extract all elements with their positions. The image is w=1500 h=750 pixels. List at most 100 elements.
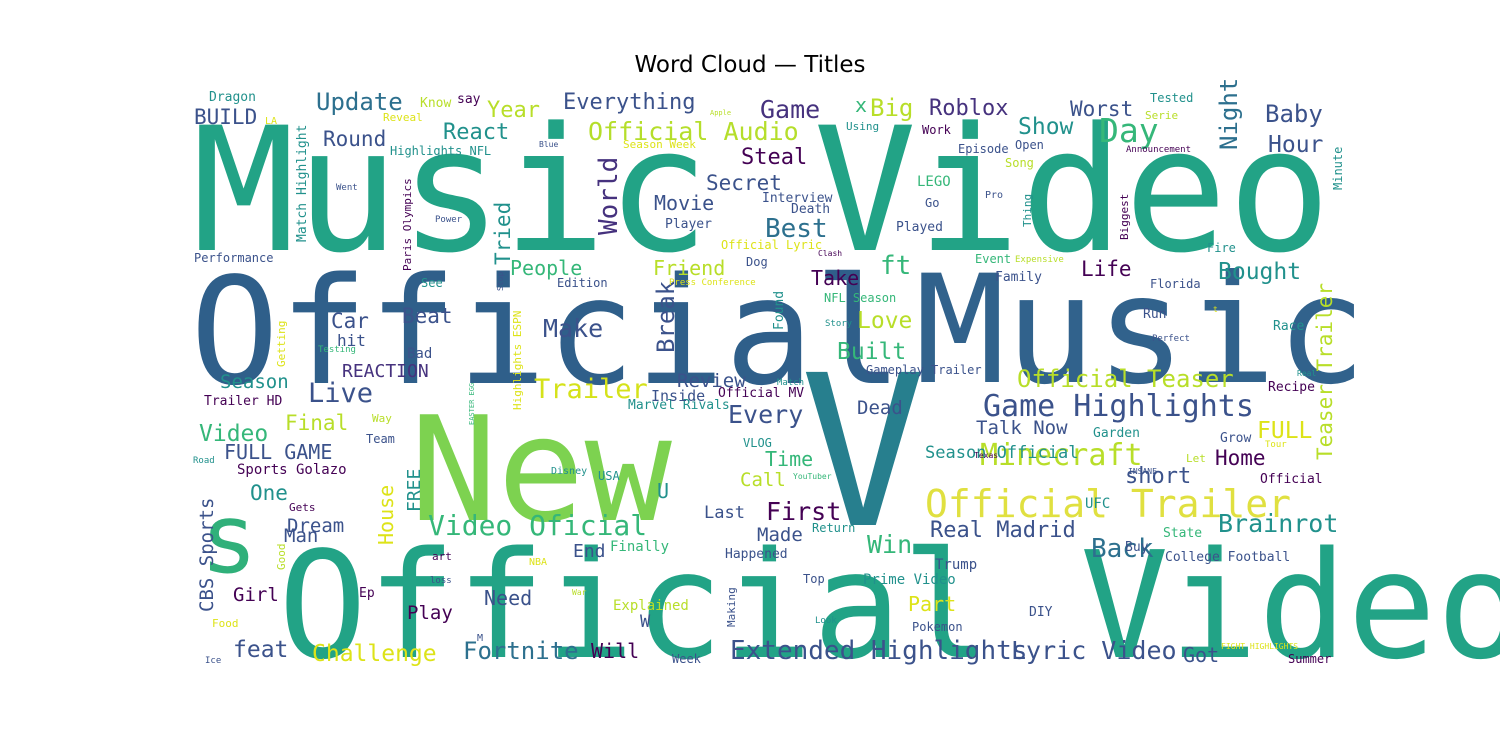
word-prime-video: Prime Video <box>863 572 956 588</box>
word-clash: Clash <box>818 249 842 258</box>
word-easter-egg: EASTER EGG <box>468 383 476 425</box>
word-power: Power <box>435 215 463 225</box>
word-video-oficial: Video Oficial <box>428 509 647 542</box>
word-thing: Thing <box>1021 194 1034 227</box>
word-art: art <box>432 550 452 563</box>
word-road: Road <box>193 456 215 466</box>
word-roblox: Roblox <box>929 96 1008 121</box>
word-press-conference: Press Conference <box>669 278 756 288</box>
word-live: Live <box>308 378 373 409</box>
word-run: Run <box>1143 307 1166 322</box>
word-beat: Beat <box>402 304 453 328</box>
word-new: New <box>410 386 673 555</box>
word-will: Will <box>591 639 639 663</box>
word-s: s <box>200 483 258 595</box>
word-performance: Performance <box>194 251 273 265</box>
word-tested: Tested <box>1150 91 1193 105</box>
word-let: Let <box>1186 452 1206 465</box>
word-apple: Apple <box>710 109 731 117</box>
word-minecraft: Minecraft <box>980 438 1143 473</box>
word-highlights-nfl: Highlights NFL <box>390 144 491 158</box>
word-baby: Baby <box>1265 100 1323 128</box>
word-friend: Friend <box>653 256 725 280</box>
word-update: Update <box>316 88 403 116</box>
word-people: People <box>510 256 582 280</box>
word-stop: Stop <box>496 272 505 291</box>
word-trump: Trump <box>935 557 977 573</box>
word-dog: Dog <box>746 255 768 269</box>
word-summer: Summer <box>1288 652 1331 666</box>
word-official-mv: Official MV <box>718 386 804 401</box>
word-fire: Fire <box>1207 241 1236 255</box>
word-take: Take <box>811 266 859 290</box>
word-death: Death <box>791 202 830 217</box>
word-marvel-rivals: Marvel Rivals <box>628 398 730 413</box>
word-official: Official <box>190 246 903 418</box>
word-fortnite: Fortnite <box>463 637 579 665</box>
word-w: W <box>640 612 651 632</box>
word-finally: Finally <box>610 539 669 555</box>
word-lego: LEGO <box>917 174 951 190</box>
word-final: Final <box>285 411 348 435</box>
word-reaction: REACTION <box>342 361 429 382</box>
word-build: BUILD <box>194 105 257 129</box>
word-nba: NBA <box>529 557 547 568</box>
word-time: Time <box>765 447 813 471</box>
word-ice: Ice <box>205 656 221 666</box>
word-work: Work <box>922 123 952 137</box>
word-full: FULL <box>1257 418 1312 444</box>
word-video: Video <box>199 421 268 447</box>
word-getting: Getting <box>275 321 288 367</box>
word-florida: Florida <box>1150 277 1201 291</box>
word-win: Win <box>867 530 912 559</box>
word-real-madrid: Real Madrid <box>930 518 1076 543</box>
word-ft: ft <box>880 251 911 281</box>
word-world: World <box>594 157 624 235</box>
word-dead: Dead <box>857 397 903 419</box>
word-u: U <box>657 479 669 503</box>
word-best: Best <box>765 214 828 244</box>
word-secret: Secret <box>706 171 782 195</box>
word-tour: Tour <box>1265 440 1287 450</box>
word-serie: Serie <box>1145 109 1178 122</box>
word-year: Year <box>487 98 540 123</box>
word-last: Last <box>704 503 745 523</box>
word-interview: Interview <box>762 191 833 206</box>
word-usa: USA <box>598 469 620 483</box>
word-race: Race <box>1273 319 1304 334</box>
word-tried: Tried <box>491 202 515 265</box>
word-girl: Girl <box>233 584 279 606</box>
word-season-week: Season Week <box>623 138 696 151</box>
word-disney: Disney <box>551 466 587 477</box>
word-part: Part <box>908 592 956 616</box>
word-paris-olympics: Paris Olympics <box>401 178 414 271</box>
word-game-highlights: Game Highlights <box>983 389 1254 424</box>
word-family: Family <box>995 270 1042 285</box>
word-feat: feat <box>233 637 288 663</box>
word-went: Went <box>336 183 358 193</box>
word-reveal: Reveal <box>383 111 423 124</box>
word-inside: Inside <box>651 387 705 405</box>
word-ufc: UFC <box>1085 496 1110 512</box>
word-every: Every <box>728 400 803 429</box>
word-real: Real <box>1297 369 1316 378</box>
word-official-teaser: Official Teaser <box>1017 365 1234 393</box>
word-one: One <box>250 481 288 505</box>
word-house: House <box>374 485 398 545</box>
word-hit: hit <box>337 331 366 350</box>
word-good: Good <box>275 544 288 571</box>
word-trailer: Trailer <box>534 374 648 405</box>
word-review: Review <box>677 370 746 392</box>
word-explained: Explained <box>613 598 689 614</box>
word-player: Player <box>665 217 712 232</box>
word-teaser-trailer: Teaser Trailer <box>1313 283 1337 460</box>
word-food: Food <box>212 617 239 630</box>
word-go: Go <box>925 196 939 210</box>
word-built: Built <box>837 339 906 365</box>
word-gets: Gets <box>289 501 316 514</box>
word-game: Game <box>760 95 820 124</box>
word-week: Week <box>672 652 702 666</box>
word-call: Call <box>740 469 786 491</box>
word-match-highlight: Match Highlight <box>295 125 310 242</box>
word-fight-highlights: FIGHT HIGHLIGHTS <box>1221 642 1298 651</box>
